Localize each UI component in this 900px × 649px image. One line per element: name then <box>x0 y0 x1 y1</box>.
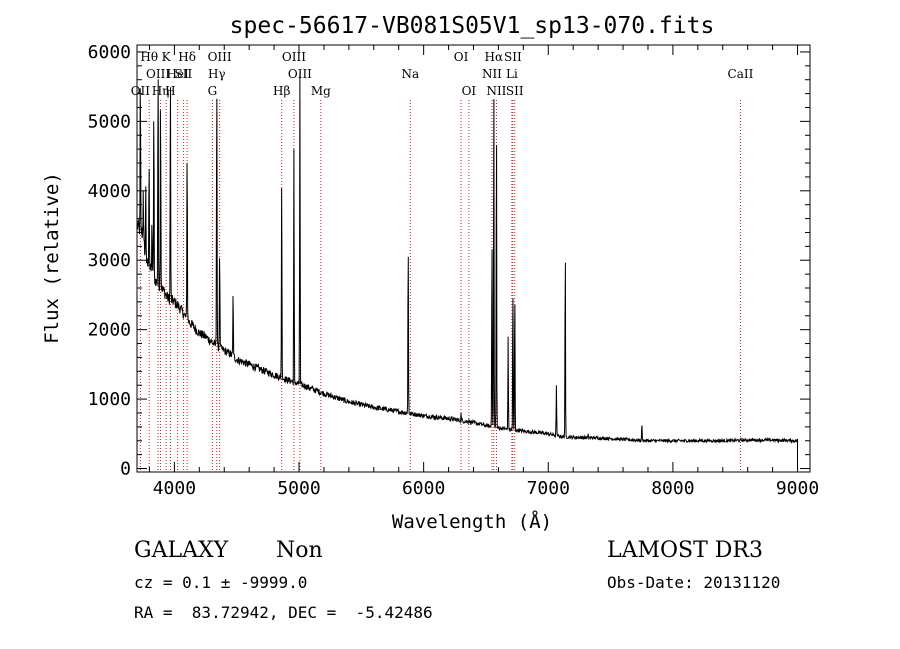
object-class: GALAXY <box>134 538 229 563</box>
line-marker-label: Hθ <box>140 50 158 64</box>
line-marker-label: OIII <box>282 50 306 64</box>
line-marker-label: OI <box>454 50 469 64</box>
obs-date: Obs-Date: 20131120 <box>607 573 781 592</box>
x-tick-label: 6000 <box>402 478 445 499</box>
y-tick-label: 2000 <box>88 320 131 341</box>
line-marker-label: Hα <box>485 50 504 64</box>
x-tick-label: 9000 <box>776 478 819 499</box>
spectrum-line <box>136 72 798 469</box>
y-tick-label: 1000 <box>88 389 131 410</box>
redshift-line: cz = 0.1 ± -9999.0 <box>134 573 308 592</box>
object-subclass: Non <box>276 538 323 563</box>
line-marker-label: Hβ <box>273 84 290 98</box>
y-tick-label: 5000 <box>88 111 131 132</box>
line-marker-label: Hδ <box>178 50 196 64</box>
line-marker-label: CaII <box>728 67 754 81</box>
line-marker-label: G <box>208 84 218 98</box>
line-marker-label: Li <box>506 67 518 81</box>
x-tick-label: 7000 <box>527 478 570 499</box>
coordinates: RA = 83.72942, DEC = -5.42486 <box>134 603 433 622</box>
plot-frame <box>136 44 811 473</box>
line-marker-label: OI <box>462 84 477 98</box>
y-tick-label: 6000 <box>88 42 131 63</box>
line-marker-label: Hη <box>152 84 170 98</box>
line-marker-label: Na <box>401 67 419 81</box>
y-tick-label: 0 <box>120 459 131 480</box>
y-tick-label: 3000 <box>88 250 131 271</box>
line-marker-label: HeI <box>166 67 189 81</box>
line-marker-label: K <box>162 50 172 64</box>
y-tick-label: 4000 <box>88 181 131 202</box>
x-tick-label: 5000 <box>277 478 320 499</box>
x-axis-label: Wavelength (Å) <box>392 510 552 533</box>
line-marker-label: NII <box>482 67 502 81</box>
y-axis-label: Flux (relative) <box>41 172 63 344</box>
line-marker-label: SII <box>506 84 524 98</box>
spectrum-chart: spec-56617-VB081S05V1_sp13-070.fits OIIH… <box>41 13 820 533</box>
x-tick-label: 4000 <box>153 478 196 499</box>
x-tick-label: 8000 <box>651 478 694 499</box>
line-marker-label: NII <box>486 84 506 98</box>
line-marker-label: Mg <box>311 84 331 98</box>
line-marker-label: Hγ <box>208 67 226 81</box>
line-marker-label: OIII <box>208 50 232 64</box>
line-marker-label: OIII <box>146 67 170 81</box>
axis-ticks: 4000 5000 6000 7000 8000 9000 0 1000 2000 3000 400… <box>88 42 820 499</box>
line-marker-label: SII <box>504 50 522 64</box>
survey-name: LAMOST DR3 <box>607 538 763 563</box>
line-marker-label: SII <box>175 67 193 81</box>
chart-title: spec-56617-VB081S05V1_sp13-070.fits <box>230 13 715 39</box>
